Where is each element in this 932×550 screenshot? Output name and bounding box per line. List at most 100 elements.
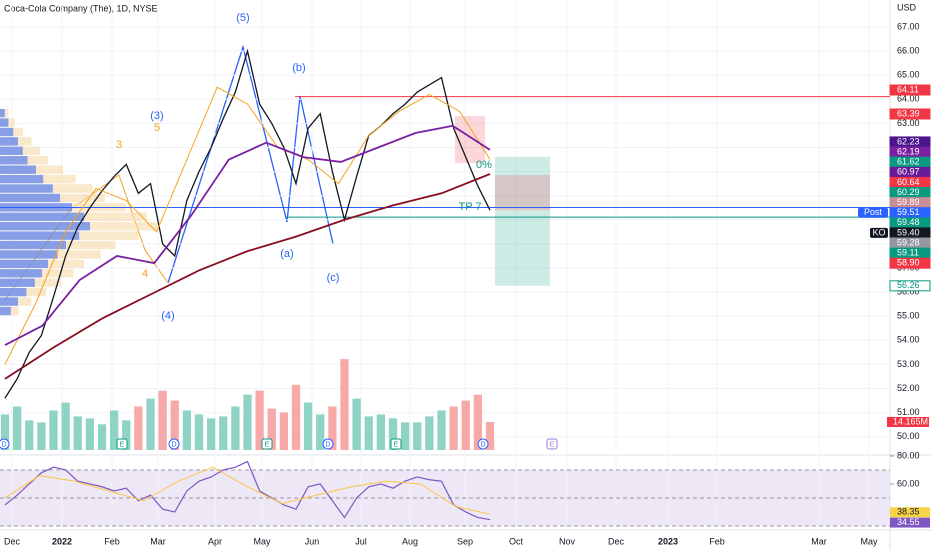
price-tag-label: 58.90 (897, 258, 920, 268)
price-tag-label: 60.64 (897, 177, 920, 187)
volume-bar (449, 406, 458, 450)
volume-bar (303, 402, 313, 450)
event-label: D (1, 441, 6, 448)
y-tick-label: 55.00 (897, 311, 920, 321)
symbol-tag (858, 207, 888, 218)
volume-bar (61, 402, 70, 450)
annotation: (b) (292, 62, 305, 74)
volume-tag-label: 14.165M (893, 416, 928, 426)
volume-profile-row (0, 231, 80, 240)
moving-average (4, 173, 491, 380)
y-tick-label: 63.00 (897, 118, 920, 128)
x-tick-label: Mar (150, 536, 166, 546)
volume-bar (109, 410, 119, 450)
rsi-tick-label: 80.00 (897, 450, 920, 460)
volume-bar (134, 406, 143, 450)
volume-bar (37, 422, 46, 450)
price-line (4, 48, 491, 399)
y-tick-label: 54.00 (897, 335, 920, 345)
volume-profile-row (0, 184, 53, 193)
position-box (495, 156, 550, 286)
volume-bar (364, 416, 373, 450)
volume-profile-row (0, 146, 23, 156)
price-tag-label: 61.62 (897, 157, 920, 167)
x-tick-label: 2022 (52, 536, 72, 546)
volume-bar (194, 414, 204, 450)
wave-line (4, 174, 169, 301)
volume-bar (0, 414, 10, 450)
event-marker (477, 438, 489, 450)
annotation: 5 (154, 122, 160, 134)
annotation: (4) (161, 310, 174, 322)
price-tag (889, 84, 931, 96)
volume-profile-row (0, 259, 48, 269)
price-tag-label: 62.19 (897, 146, 920, 156)
volume-profile-row (0, 137, 18, 146)
rsi-ma-line (4, 466, 491, 515)
volume-bar (461, 400, 470, 450)
volume-bar (206, 418, 216, 450)
rsi-tick-label: 60.00 (897, 478, 920, 488)
price-tag (889, 280, 931, 292)
volume-profile-row (0, 269, 42, 278)
event-label: E (550, 441, 555, 448)
x-tick-label: Mar (811, 536, 827, 546)
volume-bar (158, 390, 167, 450)
chart-title: Coca-Cola Company (The), 1D, NYSE (4, 3, 158, 13)
event-label: D (325, 441, 330, 448)
event-marker (168, 438, 180, 450)
event-marker (116, 438, 128, 450)
volume-bar (73, 416, 82, 450)
x-tick-label: Feb (104, 536, 120, 546)
price-tag-label: 59.89 (897, 197, 920, 207)
annotation: (5) (236, 12, 249, 24)
price-tag-label: 60.29 (897, 187, 920, 197)
price-tag (889, 257, 931, 269)
price-tag-label: 59.11 (897, 247, 919, 257)
volume-bar (49, 410, 58, 450)
volume-profile-row (0, 306, 11, 316)
volume-profile-row (0, 127, 14, 137)
price-tag-label: 59.51 (897, 207, 920, 217)
annotation: 0% (476, 159, 492, 171)
y-tick-label: 65.00 (897, 70, 920, 80)
price-tag-label: 63.39 (897, 108, 920, 118)
price-tag (889, 108, 931, 120)
x-tick-label: Dec (608, 536, 625, 546)
symbol-tag-label: KO (872, 227, 885, 237)
x-tick-label: Nov (559, 536, 576, 546)
annotation: (c) (327, 272, 340, 284)
volume-profile-row (0, 297, 18, 306)
y-tick-label: 66.00 (897, 45, 920, 55)
volume-profile-row (0, 108, 5, 118)
volume-tag (887, 417, 929, 427)
volume-bar (388, 418, 398, 450)
event-marker (390, 438, 402, 450)
price-tag-label: 62.23 (897, 136, 920, 146)
price-tag-label: 64.11 (897, 84, 919, 94)
annotation: 3 (116, 139, 122, 151)
y-tick-label: 51.00 (897, 407, 920, 417)
volume-bar (328, 406, 337, 450)
event-marker (0, 438, 10, 450)
volume-bar (243, 394, 252, 450)
volume-bar (267, 408, 276, 450)
event-label: E (394, 441, 399, 448)
y-tick-label: 50.00 (897, 431, 920, 441)
volume-bar (291, 384, 301, 450)
annotation: 4 (142, 268, 148, 280)
y-tick-label: 64.00 (897, 94, 920, 104)
y-tick-label: 52.00 (897, 383, 920, 393)
x-tick-label: 2023 (658, 536, 678, 546)
volume-bar (97, 424, 107, 450)
event-label: E (265, 441, 270, 448)
currency: USD (897, 2, 917, 12)
annotation: (3) (150, 110, 163, 122)
x-tick-label: Apr (208, 536, 222, 546)
volume-profile-row (0, 240, 66, 250)
volume-bar (437, 410, 446, 450)
position-box (495, 174, 550, 211)
x-tick-label: Dec (4, 536, 21, 546)
volume-bar (170, 400, 179, 450)
y-tick-label: 56.00 (897, 286, 920, 296)
